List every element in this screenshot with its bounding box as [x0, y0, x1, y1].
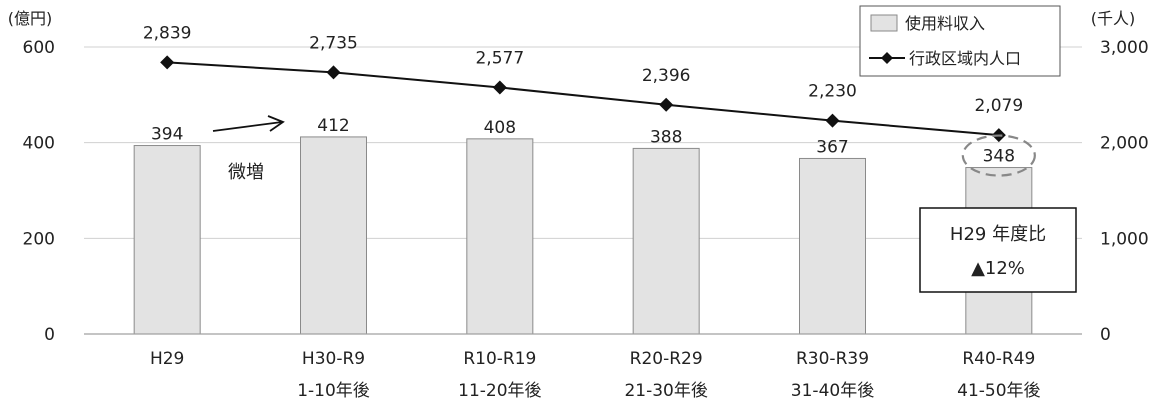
bar	[133, 145, 201, 335]
line-value-label: 2,735	[309, 33, 358, 53]
y-right-tick-label: 3,000	[1100, 38, 1149, 58]
axes: 0 200 400 600 0 1,000 2,000 3,000 (億円) (千人) H29 H30…	[8, 9, 1149, 401]
y-right-tick-label: 1,000	[1100, 229, 1149, 249]
line-point	[492, 80, 507, 95]
y-left-tick-label: 600	[23, 38, 55, 58]
bar	[632, 147, 700, 335]
line-value-label: 2,396	[642, 66, 691, 86]
x-tick-label: H30-R9	[302, 349, 365, 369]
y-right-tick-label: 2,000	[1100, 134, 1149, 154]
data-labels: 394 412 408 388 367 348 2,839 2,735 2,577 2,396 2,…	[143, 23, 1023, 166]
line-point	[825, 113, 840, 128]
x-tick-sublabel: 41-50年後	[957, 381, 1040, 401]
x-tick-label: H29	[150, 349, 184, 369]
bar	[466, 138, 534, 335]
bar-series	[133, 136, 1033, 335]
legend-bar-label: 使用料収入	[905, 14, 985, 33]
bar-value-label: 408	[484, 118, 516, 138]
y-left-tick-label: 0	[44, 325, 55, 345]
highlight-ellipse	[961, 134, 1036, 177]
legend-line-label: 行政区域内人口	[909, 49, 1021, 68]
y-left-tick-label: 200	[23, 229, 55, 249]
y-left-tick-label: 400	[23, 134, 55, 154]
comparison-line-2: ▲12%	[971, 258, 1025, 279]
x-tick-label: R40-R49	[962, 349, 1035, 369]
line-value-label: 2,230	[808, 82, 857, 102]
comparison-line-1: H29 年度比	[950, 224, 1046, 245]
line-value-label: 2,079	[974, 96, 1023, 116]
annotations: 微増 H29 年度比 ▲12%	[212, 115, 1077, 293]
increase-arrow-head	[267, 115, 285, 132]
x-tick-sublabel: 11-20年後	[458, 381, 541, 401]
legend-line-marker	[881, 52, 893, 64]
x-tick-label: R30-R39	[796, 349, 869, 369]
line-value-label: 2,839	[143, 23, 192, 43]
x-tick-label: R20-R29	[630, 349, 703, 369]
x-tick-sublabel: 21-30年後	[624, 381, 707, 401]
bar-value-label: 367	[816, 137, 848, 157]
y-right-unit: (千人)	[1091, 9, 1136, 28]
x-tick-sublabel: 31-40年後	[791, 381, 874, 401]
bar-value-label: 394	[151, 125, 183, 145]
increase-arrow-shaft	[212, 121, 283, 132]
y-left-unit: (億円)	[8, 9, 53, 28]
line-point	[160, 55, 175, 70]
population-line	[167, 61, 999, 137]
bar-value-label: 412	[317, 116, 349, 136]
x-tick-sublabel: 1-10年後	[297, 381, 370, 401]
comparison-box	[919, 207, 1077, 293]
line-point	[326, 65, 341, 80]
line-point	[659, 97, 674, 112]
x-tick-label: R10-R19	[463, 349, 536, 369]
y-right-tick-label: 0	[1100, 325, 1111, 345]
bar	[799, 157, 866, 335]
bar-value-label: 388	[650, 127, 682, 147]
bar	[300, 136, 367, 335]
legend-bar-swatch	[870, 14, 898, 32]
bar-value-label: 348	[983, 147, 1015, 167]
line-value-label: 2,577	[475, 48, 524, 68]
increase-note: 微増	[228, 162, 264, 183]
